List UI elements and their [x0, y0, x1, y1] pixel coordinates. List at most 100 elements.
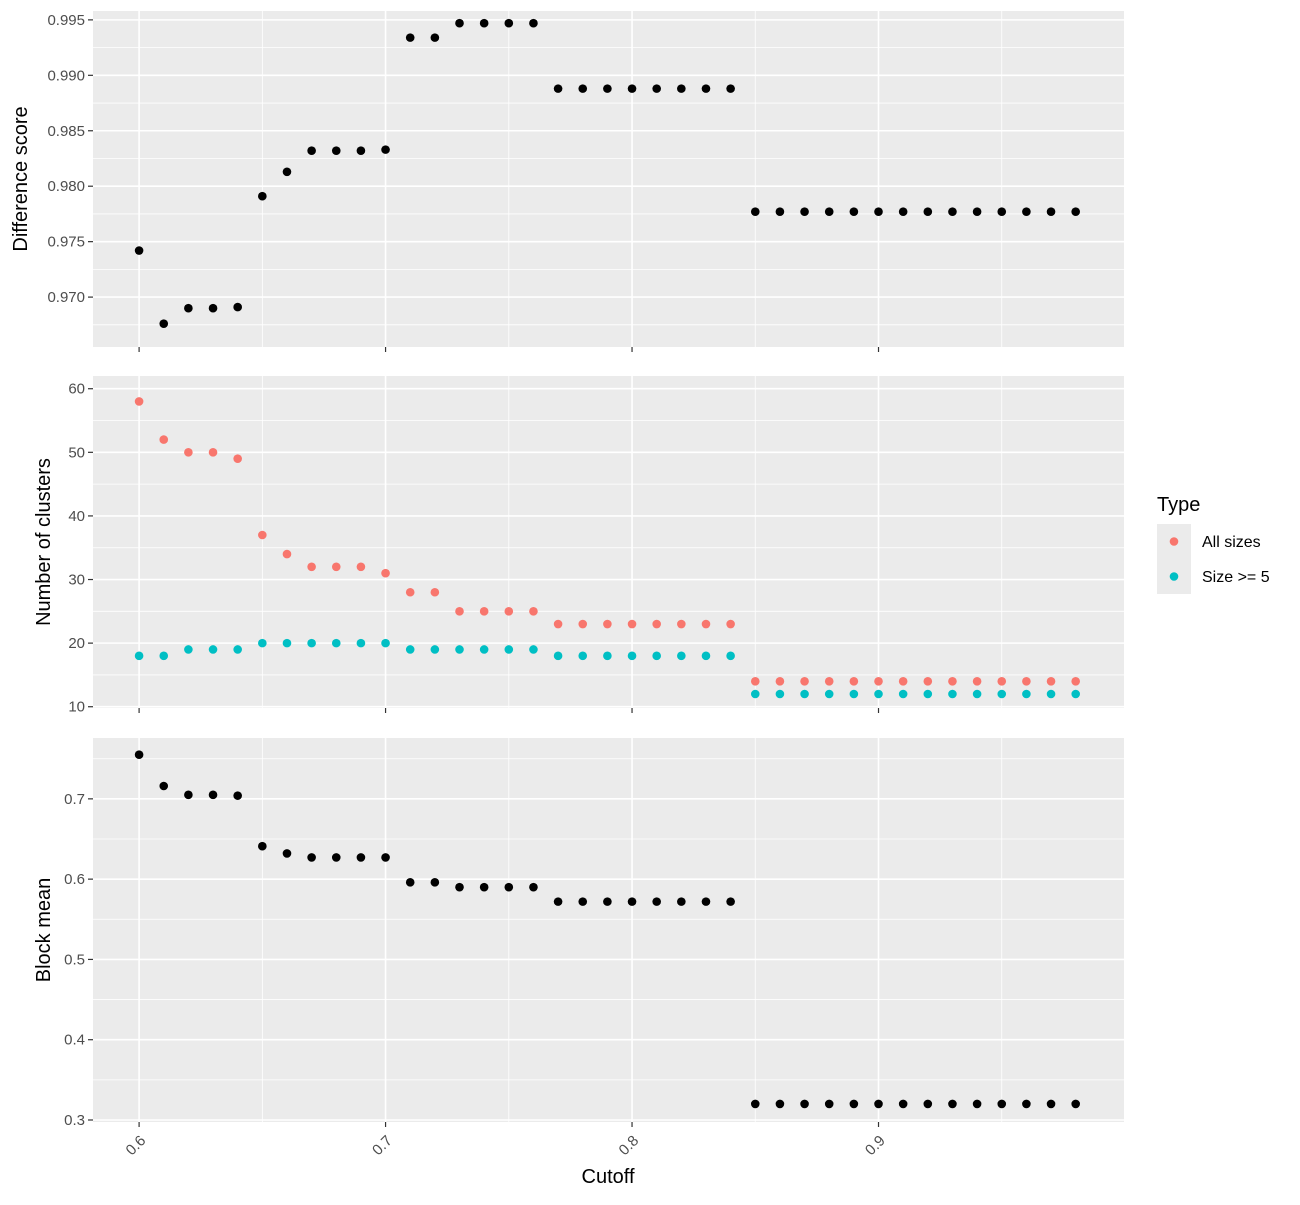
- data-point: [381, 145, 390, 154]
- data-point: [1046, 676, 1056, 686]
- data-point: [627, 619, 637, 629]
- data-point: [923, 1099, 933, 1109]
- y-tick-label: 0.5: [64, 951, 85, 968]
- data-point: [898, 676, 908, 686]
- data-point: [282, 167, 292, 177]
- data-point: [775, 207, 785, 217]
- y-tick-label: 0.970: [47, 289, 85, 306]
- data-point: [134, 246, 144, 255]
- data-point: [233, 302, 242, 312]
- data-point: [603, 84, 612, 93]
- data-point: [824, 207, 834, 217]
- data-point: [159, 435, 169, 444]
- data-point: [504, 607, 514, 616]
- data-point: [898, 1099, 908, 1109]
- x-tick-label: 0.7: [369, 1132, 396, 1159]
- data-point: [627, 897, 637, 906]
- data-point: [479, 645, 489, 654]
- data-point: [603, 897, 612, 906]
- y-tick-label: 10: [68, 699, 85, 716]
- y-tick-label: 0.3: [64, 1112, 85, 1129]
- data-point: [874, 689, 883, 699]
- data-point: [529, 18, 538, 28]
- x-tick-label: 0.8: [616, 1132, 643, 1159]
- data-point: [800, 1099, 809, 1109]
- series-1: [134, 18, 1080, 329]
- data-point: [652, 651, 661, 661]
- data-point: [824, 689, 834, 699]
- data-point: [553, 84, 563, 93]
- data-point: [430, 587, 440, 597]
- data-point: [356, 146, 366, 156]
- data-point: [1046, 689, 1056, 699]
- data-point: [553, 651, 563, 661]
- data-point: [504, 645, 514, 654]
- data-point: [307, 146, 316, 156]
- data-point: [159, 781, 169, 791]
- panel-background: [93, 738, 1124, 1122]
- y-tick-label: 0.7: [64, 791, 85, 808]
- data-point: [652, 897, 661, 906]
- y-tick-label: 20: [68, 635, 85, 652]
- data-point: [849, 207, 859, 217]
- data-point: [134, 651, 144, 661]
- series-2: [134, 638, 1080, 699]
- data-point: [331, 638, 341, 648]
- data-point: [1022, 1099, 1031, 1109]
- data-point: [134, 397, 144, 406]
- data-point: [750, 689, 760, 699]
- data-point: [972, 676, 982, 686]
- data-point: [775, 689, 785, 699]
- data-point: [1071, 207, 1080, 217]
- data-point: [455, 882, 464, 892]
- y-tick-label: 0.980: [47, 178, 85, 195]
- y-axis-title: Difference score: [10, 106, 32, 251]
- data-point: [331, 146, 341, 156]
- data-point: [258, 638, 267, 648]
- data-point: [553, 619, 563, 629]
- data-point: [208, 448, 218, 457]
- data-point: [184, 448, 193, 457]
- data-point: [455, 18, 464, 28]
- y-tick-label: 0.975: [47, 234, 85, 251]
- legend: Type All sizes Size >= 5: [1157, 494, 1270, 594]
- data-point: [430, 878, 440, 887]
- data-point: [430, 33, 440, 42]
- data-point: [258, 530, 267, 540]
- data-point: [307, 562, 316, 572]
- data-point: [923, 676, 933, 686]
- data-point: [948, 207, 957, 217]
- data-point: [750, 676, 760, 686]
- data-point: [1071, 1099, 1080, 1109]
- data-point: [159, 651, 169, 661]
- data-point: [849, 1099, 859, 1109]
- data-point: [997, 689, 1007, 699]
- data-point: [208, 645, 218, 654]
- data-point: [479, 18, 489, 28]
- data-point: [775, 1099, 785, 1109]
- data-point: [627, 651, 637, 661]
- panel-background: [93, 11, 1124, 347]
- data-point: [677, 897, 686, 906]
- data-point: [726, 651, 735, 661]
- data-point: [184, 790, 193, 800]
- data-point: [479, 882, 489, 892]
- panel-2: 10 20 30 40 50 60 Number of clusters: [33, 376, 1124, 716]
- y-tick-label: 0.995: [47, 12, 85, 29]
- legend-key-point: [1169, 572, 1179, 581]
- data-point: [652, 619, 661, 629]
- y-tick-label: 0.4: [64, 1032, 85, 1049]
- data-point: [849, 689, 859, 699]
- data-point: [898, 207, 908, 217]
- y-tick-label: 0.990: [47, 67, 85, 84]
- data-point: [972, 207, 982, 217]
- data-point: [578, 84, 588, 93]
- data-point: [1022, 689, 1031, 699]
- data-point: [529, 607, 538, 616]
- data-point: [677, 619, 686, 629]
- data-point: [405, 587, 415, 597]
- data-point: [1022, 207, 1031, 217]
- data-point: [726, 897, 735, 906]
- data-point: [701, 651, 711, 661]
